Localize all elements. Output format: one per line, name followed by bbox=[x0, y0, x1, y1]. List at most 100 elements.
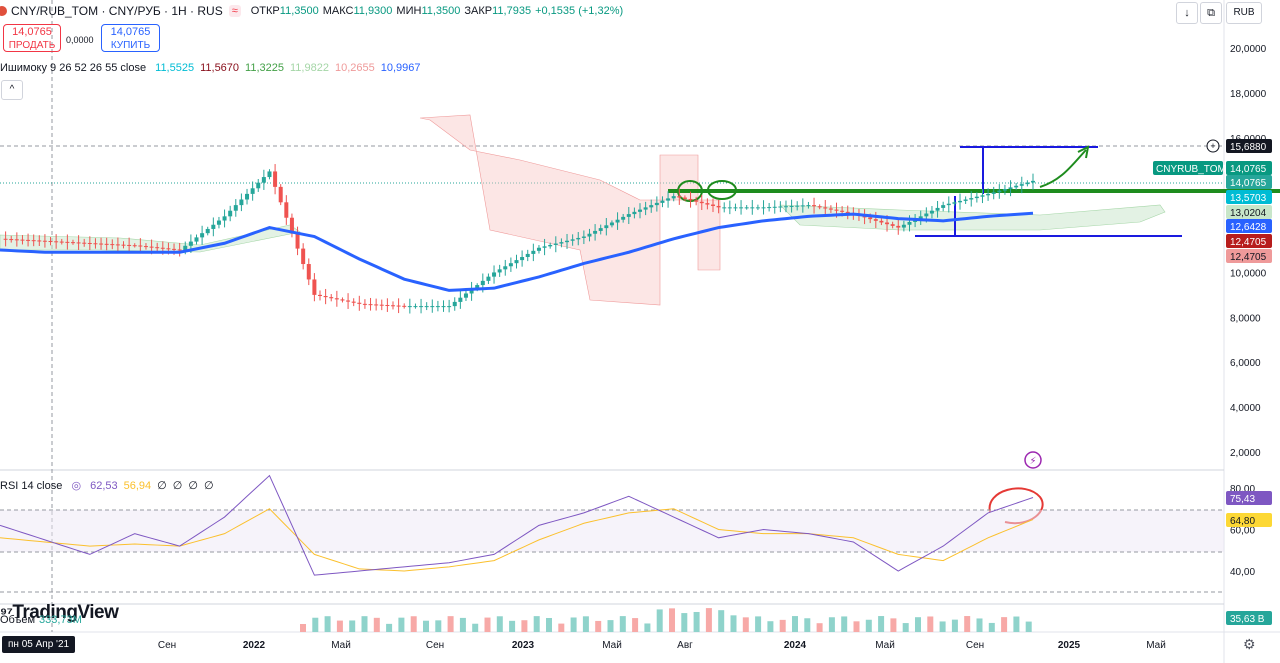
candle-body bbox=[918, 216, 923, 220]
candle-body bbox=[997, 190, 1002, 193]
candle-body bbox=[172, 248, 177, 250]
sell-button[interactable]: 14,0765 ПРОДАТЬ bbox=[3, 24, 61, 52]
volume-bar bbox=[656, 609, 663, 632]
candle-body bbox=[430, 306, 435, 308]
candle-body bbox=[65, 241, 70, 243]
price-tag-bg bbox=[1226, 219, 1272, 233]
candle-body bbox=[609, 222, 614, 226]
volume-bar bbox=[718, 610, 725, 632]
currency-selector[interactable]: RUB bbox=[1226, 2, 1262, 24]
rsi-value: ∅ bbox=[157, 480, 167, 492]
ichimoku-legend[interactable]: Ишимоку 9 26 52 26 55 close 11,5525 11,56… bbox=[0, 62, 432, 74]
candle-body bbox=[340, 299, 345, 301]
candle-body bbox=[761, 207, 766, 209]
gear-icon[interactable]: ⚙ bbox=[1243, 636, 1256, 652]
candle-body bbox=[155, 247, 160, 249]
ohlc-label: МИН bbox=[396, 5, 422, 17]
ohlc-values: ОТКР11,3500 МАКС11,9300 МИН11,3500 ЗАКР11,7… bbox=[251, 5, 627, 17]
ichimoku-value: 10,2655 bbox=[334, 62, 375, 74]
candle-body bbox=[267, 171, 272, 178]
buy-button[interactable]: 14,0765 КУПИТЬ bbox=[101, 24, 160, 52]
price-tag-bg bbox=[1226, 234, 1272, 248]
candle-body bbox=[110, 244, 115, 246]
sell-label: ПРОДАТЬ bbox=[8, 40, 56, 51]
volume-bar bbox=[841, 616, 848, 632]
chevron-down-icon[interactable]: ↓ bbox=[1176, 2, 1198, 24]
candle-body bbox=[447, 306, 452, 308]
candle-body bbox=[514, 260, 519, 264]
candle-body bbox=[351, 301, 356, 303]
candle-body bbox=[250, 188, 255, 194]
symbol-title[interactable]: CNY/RUB_TOM · CNY/РУБ · 1H · RUS bbox=[11, 4, 223, 18]
volume-bar bbox=[669, 608, 675, 632]
candle-body bbox=[284, 202, 289, 218]
candle-body bbox=[138, 245, 143, 247]
price-tag-bg bbox=[1226, 139, 1272, 153]
candle-body bbox=[587, 233, 592, 237]
ichimoku-value: 11,5670 bbox=[200, 62, 240, 74]
candle-body bbox=[974, 196, 979, 199]
time-tick-label: 2022 bbox=[243, 640, 266, 651]
candle-body bbox=[716, 205, 721, 208]
volume-bar bbox=[951, 619, 958, 632]
rsi-tick-label: 80,00 bbox=[1230, 484, 1255, 495]
symbol-flag-icon bbox=[0, 6, 7, 16]
candle-body bbox=[37, 240, 42, 242]
ichimoku-line bbox=[0, 211, 1034, 292]
rsi-tag-bg bbox=[1226, 513, 1272, 527]
volume-bar bbox=[435, 620, 442, 632]
rsi-settings-icon[interactable]: ◎ bbox=[71, 480, 82, 492]
candle-body bbox=[924, 213, 929, 217]
candle-body bbox=[99, 243, 104, 245]
candle-body bbox=[991, 192, 996, 194]
rsi-legend[interactable]: RSI 14 close ◎ 62,53 56,94 ∅ ∅ ∅ ∅ bbox=[0, 479, 226, 492]
candle-body bbox=[744, 207, 749, 209]
candle-body bbox=[295, 233, 300, 249]
candle-body bbox=[660, 200, 665, 203]
candle-body bbox=[986, 193, 991, 196]
candle-body bbox=[59, 241, 64, 243]
volume-bar bbox=[447, 616, 454, 632]
candle-body bbox=[778, 206, 783, 208]
rsi-tick-label: 60,00 bbox=[1230, 526, 1255, 537]
candle-body bbox=[475, 285, 480, 290]
time-tick-label: Сен bbox=[158, 640, 176, 651]
candle-body bbox=[301, 248, 306, 265]
candle-body bbox=[694, 200, 699, 202]
ichimoku-value: 11,3225 bbox=[245, 62, 284, 74]
rsi-tag: 75,43 bbox=[1230, 494, 1255, 505]
chart-header: CNY/RUB_TOM · CNY/РУБ · 1H · RUS ≈ ОТКР1… bbox=[0, 0, 627, 22]
candle-body bbox=[312, 279, 317, 295]
candle-body bbox=[868, 217, 873, 220]
price-tag: 15,6880 bbox=[1230, 142, 1267, 153]
fullscreen-icon[interactable]: ⧉ bbox=[1200, 2, 1222, 24]
candle-body bbox=[677, 196, 682, 198]
candle-body bbox=[565, 240, 570, 243]
ohlc-label: МАКС bbox=[322, 5, 354, 17]
candle-body bbox=[980, 195, 985, 197]
candle-body bbox=[1025, 182, 1030, 185]
add-alert-icon[interactable]: + bbox=[1206, 139, 1220, 153]
candle-body bbox=[901, 224, 906, 228]
candle-body bbox=[441, 306, 446, 308]
volume-legend[interactable]: Объем 333,73M bbox=[0, 614, 82, 626]
volume-bar bbox=[1025, 621, 1032, 632]
candle-body bbox=[357, 302, 362, 304]
volume-bar bbox=[939, 621, 946, 632]
candle-body bbox=[845, 211, 850, 213]
candle-body bbox=[70, 242, 75, 244]
candle-body bbox=[828, 208, 833, 210]
candle-body bbox=[222, 216, 227, 221]
volume-bar bbox=[964, 616, 971, 632]
alert-icon[interactable]: ⚡ bbox=[1024, 451, 1042, 469]
candle-body bbox=[621, 216, 626, 220]
candle-body bbox=[261, 177, 266, 183]
candle-body bbox=[407, 306, 412, 308]
collapse-indicators-button[interactable]: ^ bbox=[1, 80, 23, 100]
user-drawings[interactable] bbox=[668, 145, 1280, 525]
buy-label: КУПИТЬ bbox=[110, 40, 151, 51]
rsi-value: ∅ bbox=[172, 480, 183, 492]
candle-body bbox=[200, 233, 205, 238]
price-tag: 14,0765 bbox=[1230, 178, 1267, 189]
